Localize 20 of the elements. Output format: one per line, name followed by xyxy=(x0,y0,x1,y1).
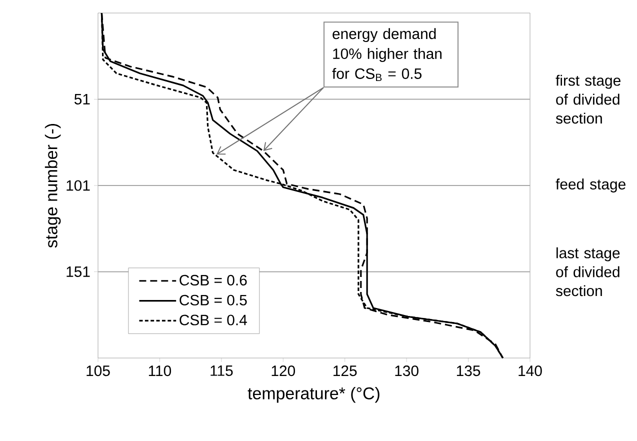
annotation: energy demand 10% higher than for CS$_{B}$ = 0.5 xyxy=(332,28,442,82)
x-tick-label: 125 xyxy=(334,366,357,376)
x-tick-label: 110 xyxy=(148,366,172,376)
x-tick-label: 105 xyxy=(86,366,110,376)
y-tick-label: 51 xyxy=(74,94,90,104)
x-tick-label: 120 xyxy=(272,366,296,376)
x-tick-label: 140 xyxy=(518,366,542,376)
y-tick-label: 101 xyxy=(66,180,90,191)
x-tick-label: 130 xyxy=(395,366,418,376)
x-axis-title: temperature* (°C) xyxy=(248,386,380,403)
ref-line-label: feed stage xyxy=(556,178,626,192)
y-axis-title: stage number (-) xyxy=(44,124,61,248)
ref-line-label: first stage of divided section xyxy=(556,74,620,124)
x-tick-label: 115 xyxy=(210,366,233,376)
x-tick-label: 135 xyxy=(456,366,480,376)
ref-line-label: last stage of divided section xyxy=(556,247,620,296)
legend-label: CSB = 0.6 xyxy=(180,274,247,286)
legend-label: CSB = 0.5 xyxy=(180,294,247,306)
y-tick-label: 151 xyxy=(66,266,90,277)
legend-label: CSB = 0.4 xyxy=(180,314,247,326)
